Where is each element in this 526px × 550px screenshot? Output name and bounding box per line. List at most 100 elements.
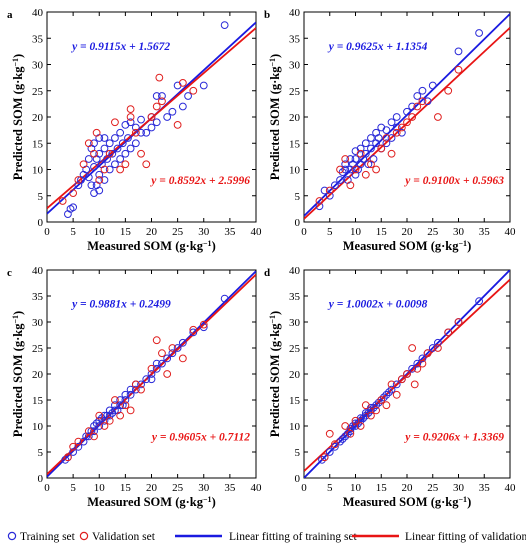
y-tick-label: 15 bbox=[32, 395, 44, 407]
training-point bbox=[413, 359, 422, 368]
training-equation: y = 0.9881x + 0.2499 bbox=[70, 298, 171, 310]
validation-point bbox=[84, 139, 93, 148]
training-point bbox=[131, 123, 140, 132]
training-point bbox=[158, 92, 166, 100]
y-tick-label: 40 bbox=[32, 7, 44, 19]
validation-point bbox=[147, 113, 156, 121]
validation-point bbox=[189, 325, 198, 334]
x-tick-label: 5 bbox=[327, 226, 333, 238]
training-point bbox=[95, 416, 104, 425]
training-point bbox=[152, 359, 161, 368]
validation-point bbox=[382, 134, 391, 142]
training-point bbox=[356, 416, 365, 425]
validation-point bbox=[392, 390, 401, 399]
training-point bbox=[113, 144, 122, 153]
validation-point bbox=[158, 349, 166, 358]
training-point bbox=[341, 165, 350, 174]
panel-a: 0 5 10 15 20 25 30 35 40 0 5 10 15 20 25 30 35 40 Measured… bbox=[7, 7, 262, 253]
training-point bbox=[90, 139, 98, 148]
training-point bbox=[152, 364, 161, 373]
y-tick-label: 15 bbox=[289, 138, 301, 150]
y-tick-label: 0 bbox=[38, 473, 44, 485]
training-point bbox=[434, 338, 442, 347]
x-tick-label: 0 bbox=[301, 226, 307, 238]
training-point bbox=[338, 435, 347, 443]
training-point bbox=[331, 181, 339, 190]
validation-point bbox=[152, 336, 161, 345]
y-tick-label: 10 bbox=[32, 165, 44, 177]
validation-point bbox=[403, 118, 411, 127]
y-tick-label: 40 bbox=[289, 7, 301, 19]
validation-point bbox=[341, 422, 350, 430]
panel-letter: d bbox=[264, 267, 270, 279]
x-tick-label: 5 bbox=[70, 482, 76, 494]
x-tick-label: 40 bbox=[505, 226, 517, 238]
training-point bbox=[184, 92, 192, 100]
training-point bbox=[105, 406, 114, 415]
training-point bbox=[100, 144, 109, 153]
x-tick-label: 30 bbox=[198, 226, 210, 238]
validation-point bbox=[74, 437, 83, 446]
training-point bbox=[100, 134, 109, 142]
validation-point bbox=[361, 170, 370, 179]
training-point bbox=[100, 176, 109, 184]
panel-b: 0 5 10 15 20 25 30 35 40 0 5 10 15 20 25 30 35 40 Measured… bbox=[264, 7, 516, 253]
validation-point bbox=[377, 144, 386, 153]
training-point bbox=[475, 29, 484, 37]
y-tick-label: 5 bbox=[38, 191, 44, 203]
training-point bbox=[325, 448, 334, 456]
x-tick-label: 15 bbox=[120, 226, 132, 238]
validation-point bbox=[361, 401, 370, 410]
y-tick-label: 30 bbox=[32, 60, 44, 72]
validation-point bbox=[403, 370, 411, 378]
training-point bbox=[199, 323, 208, 332]
training-point bbox=[387, 134, 396, 142]
training-point bbox=[351, 422, 360, 430]
legend: Training set Validation set Linear fitti… bbox=[7, 531, 526, 543]
panels-container: 0 5 10 15 20 25 30 35 40 0 5 10 15 20 25 30 35 40 Measured… bbox=[7, 7, 516, 509]
training-point bbox=[111, 160, 119, 169]
training-point bbox=[318, 455, 326, 464]
x-tick-label: 25 bbox=[427, 226, 439, 238]
training-point bbox=[408, 102, 417, 111]
training-point bbox=[428, 344, 437, 352]
x-tick-label: 25 bbox=[427, 482, 439, 494]
validation-point bbox=[397, 123, 406, 132]
training-point bbox=[126, 144, 135, 153]
validation-point bbox=[137, 149, 145, 158]
training-point bbox=[95, 422, 104, 430]
validation-point bbox=[111, 396, 119, 404]
y-tick-label: 15 bbox=[32, 138, 44, 150]
training-point bbox=[111, 134, 119, 142]
validation-point bbox=[95, 411, 104, 420]
validation-point bbox=[454, 65, 463, 74]
training-point bbox=[369, 403, 378, 412]
y-tick-label: 0 bbox=[38, 217, 44, 229]
validation-point bbox=[356, 422, 365, 430]
training-equation: y = 0.9625x + 1.1354 bbox=[327, 41, 428, 53]
y-tick-label: 20 bbox=[32, 369, 44, 381]
y-tick-label: 40 bbox=[32, 265, 44, 277]
y-tick-label: 5 bbox=[295, 191, 301, 203]
validation-point bbox=[387, 149, 396, 158]
validation-point bbox=[111, 118, 119, 127]
validation-point bbox=[178, 78, 187, 87]
validation-point bbox=[69, 442, 78, 451]
training-point bbox=[90, 162, 98, 171]
training-point bbox=[168, 349, 177, 358]
validation-point bbox=[126, 406, 135, 415]
training-point bbox=[199, 81, 208, 90]
training-point bbox=[178, 102, 187, 111]
panel-d: 0 5 10 15 20 25 30 35 40 0 5 10 15 20 25 30 35 40 Measured… bbox=[264, 265, 516, 509]
panel-letter: c bbox=[7, 267, 12, 279]
x-axis-label: Measured SOM (g·kg−1) bbox=[343, 239, 471, 254]
y-tick-label: 30 bbox=[289, 317, 301, 329]
[object SVGGElement]: Predicted SOM (g·kg−1) bbox=[11, 311, 26, 437]
training-point bbox=[178, 338, 187, 347]
validation-point bbox=[325, 429, 334, 438]
validation-point bbox=[336, 165, 344, 174]
panel-letter: a bbox=[7, 9, 13, 21]
validation-point bbox=[126, 105, 135, 114]
x-tick-label: 35 bbox=[479, 226, 491, 238]
training-point bbox=[118, 139, 127, 148]
